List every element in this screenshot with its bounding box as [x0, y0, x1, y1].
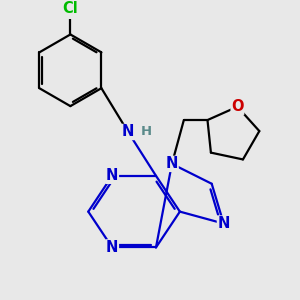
Text: N: N	[122, 124, 134, 140]
Text: N: N	[166, 156, 178, 171]
Text: N: N	[106, 168, 118, 183]
Text: O: O	[231, 99, 244, 114]
Text: H: H	[140, 125, 152, 139]
Text: Cl: Cl	[62, 1, 78, 16]
Text: N: N	[106, 240, 118, 255]
Text: N: N	[218, 216, 230, 231]
